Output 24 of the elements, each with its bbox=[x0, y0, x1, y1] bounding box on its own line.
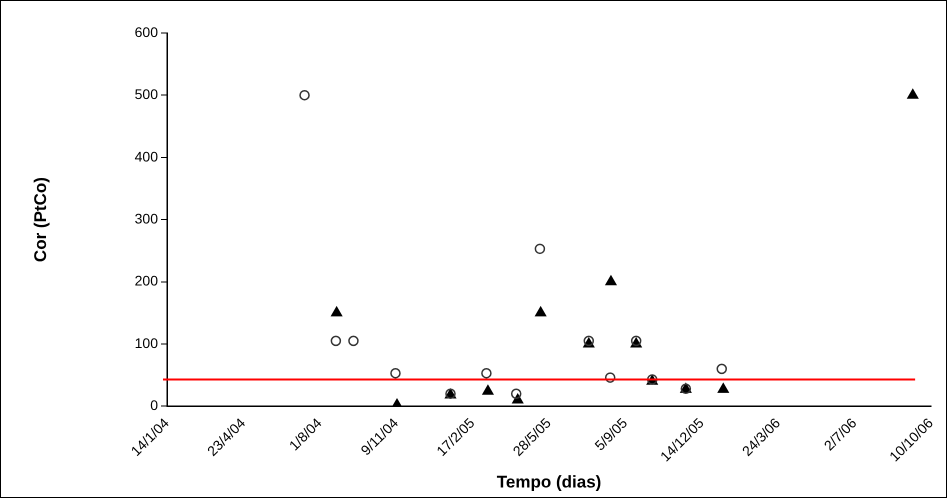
point bbox=[481, 368, 492, 378]
point bbox=[534, 244, 546, 254]
point bbox=[299, 90, 310, 100]
y-tick-label: 200 bbox=[134, 272, 158, 289]
y-tick-label: 600 bbox=[134, 24, 158, 40]
point bbox=[348, 336, 359, 346]
y-tick-label: 0 bbox=[150, 397, 158, 414]
point bbox=[482, 384, 494, 395]
y-tick-label: 400 bbox=[134, 148, 158, 164]
x-axis-title: Tempo (dias) bbox=[496, 472, 602, 492]
point bbox=[390, 368, 401, 378]
point bbox=[604, 372, 616, 383]
point bbox=[605, 275, 617, 286]
point bbox=[510, 388, 522, 399]
point bbox=[716, 364, 727, 374]
point bbox=[534, 306, 546, 316]
y-axis-title: Cor (PtCo) bbox=[30, 177, 50, 262]
point bbox=[718, 382, 729, 393]
point bbox=[330, 306, 342, 316]
y-tick-label: 300 bbox=[134, 210, 158, 226]
point bbox=[907, 88, 918, 99]
point bbox=[330, 336, 342, 346]
y-tick-label: 500 bbox=[134, 86, 158, 102]
y-tick-label: 100 bbox=[134, 334, 158, 351]
